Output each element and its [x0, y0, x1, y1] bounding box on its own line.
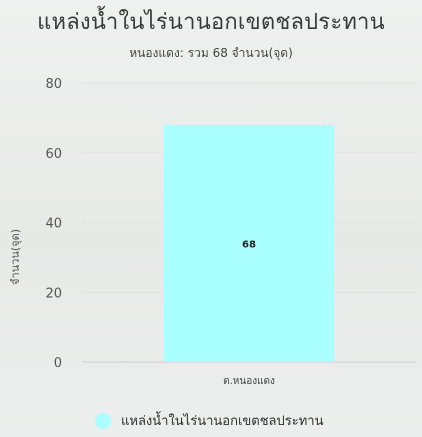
y-tick-label: 60 — [45, 147, 62, 162]
y-tick-label: 40 — [45, 217, 62, 232]
y-tick-label: 20 — [45, 286, 62, 301]
legend[interactable]: แหล่งน้ำในไร่นานอกเขตชลประทาน — [95, 410, 324, 431]
data-label: 68 — [242, 239, 256, 250]
legend-swatch — [95, 412, 111, 429]
y-tick-label: 80 — [45, 77, 62, 92]
chart-subtitle: หนองแดง: รวม 68 จำนวน(จุด) — [129, 46, 293, 60]
x-tick-label: ต.หนองแดง — [223, 376, 275, 387]
y-tick-label: 0 — [54, 356, 62, 371]
legend-label: แหล่งน้ำในไร่นานอกเขตชลประทาน — [121, 414, 324, 429]
chart-title: แหล่งน้ำในไร่นานอกเขตชลประทาน — [37, 10, 385, 35]
bar — [163, 124, 335, 362]
